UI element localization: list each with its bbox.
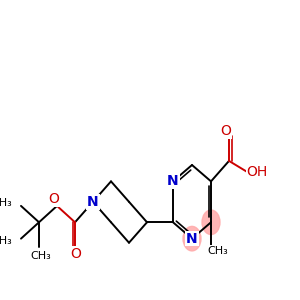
Text: N: N [186, 232, 198, 246]
Text: O: O [70, 247, 81, 261]
Text: O: O [220, 124, 231, 138]
Text: CH₃: CH₃ [0, 236, 12, 246]
Text: N: N [167, 174, 179, 188]
Text: O: O [49, 192, 59, 206]
Text: CH₃: CH₃ [208, 246, 228, 256]
Circle shape [202, 210, 220, 235]
Text: CH₃: CH₃ [31, 251, 51, 261]
Text: CH₃: CH₃ [0, 198, 12, 208]
Text: OH: OH [246, 165, 268, 179]
Text: N: N [87, 195, 99, 209]
Circle shape [183, 226, 201, 251]
